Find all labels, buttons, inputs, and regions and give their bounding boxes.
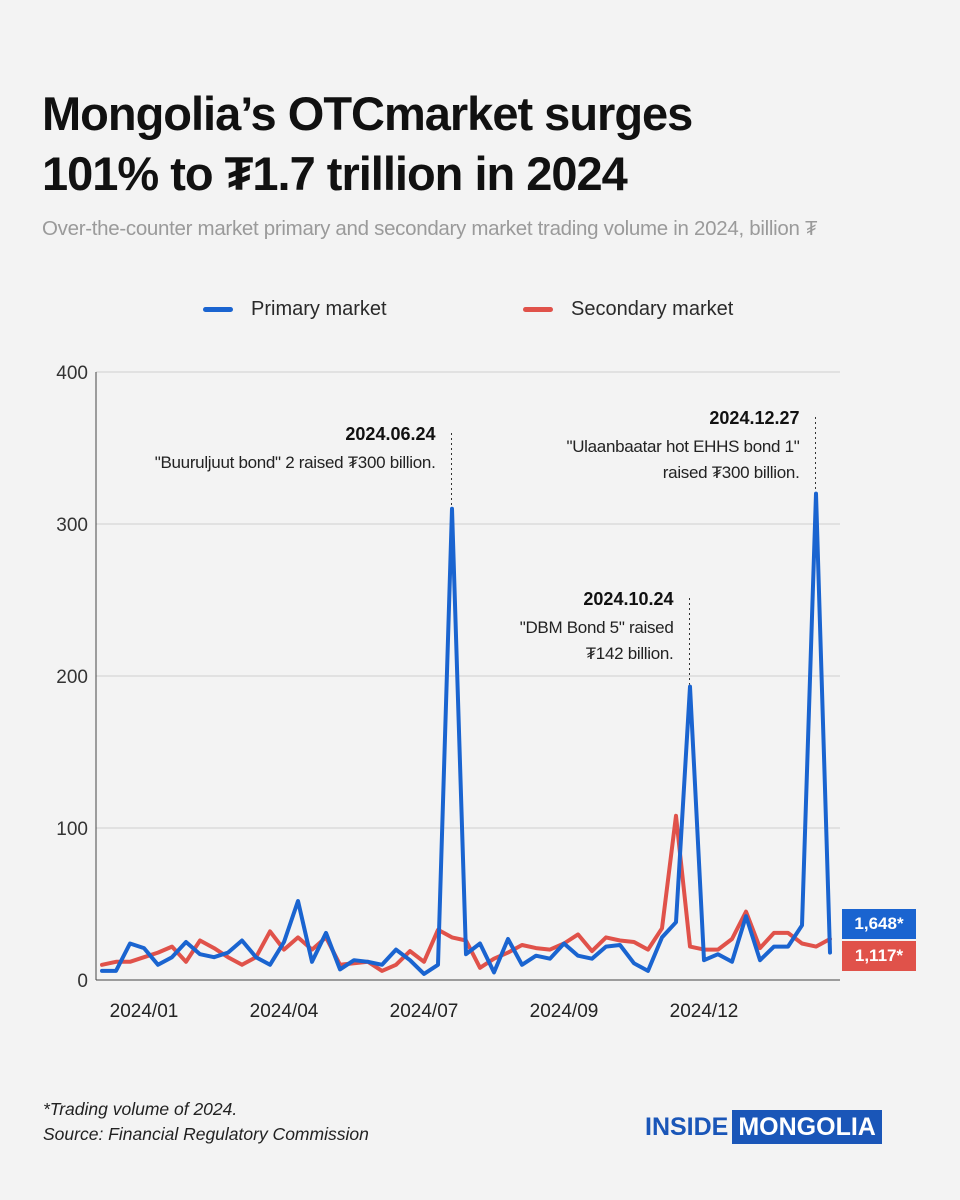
x-tick-label-2024-07: 2024/07 (390, 1001, 459, 1022)
x-tick-label-2024-12: 2024/12 (670, 1001, 739, 1022)
y-tick-label-300: 300 (56, 515, 88, 536)
annotation-text-3-1: "Ulaanbaatar hot EHHS bond 1" (566, 437, 799, 456)
brand-logo: INSIDE MONGOLIA (645, 1110, 882, 1144)
legend-swatch-secondary (523, 307, 553, 312)
legend-item-primary: Primary market (203, 298, 387, 321)
footnote-block: *Trading volume of 2024. Source: Financi… (43, 1097, 369, 1147)
x-tick-label-2024-04: 2024/04 (250, 1001, 319, 1022)
footnote: *Trading volume of 2024. (43, 1099, 238, 1119)
legend-label-secondary: Secondary market (571, 298, 734, 320)
x-tick-label-2024-09: 2024/09 (530, 1001, 599, 1022)
chart-title-line-2: 101% to ₮1.7 trillion in 2024 (42, 147, 628, 200)
x-tick-label-2024-01: 2024/01 (110, 1001, 179, 1022)
end-label-secondary: 1,117* (842, 941, 916, 971)
series-line-primary-market (100, 491, 832, 976)
annotation-text-2-2: ₮142 billion. (586, 644, 674, 663)
annotation-date-1: 2024.06.24 (345, 424, 435, 444)
legend-item-secondary: Secondary market (523, 298, 733, 321)
chart-title-line-1: Mongolia’s OTCmarket surges (42, 87, 693, 140)
y-tick-label-100: 100 (56, 819, 88, 840)
y-tick-label-0: 0 (77, 971, 88, 992)
chart-subtitle: Over-the-counter market primary and seco… (42, 217, 818, 240)
line-chart: 0 100 200 300 400 2024/01 2024/04 2024/07 2024/0… (56, 363, 840, 1022)
chart-title: Mongolia’s OTCmarket surges 101% to ₮1.7… (42, 84, 693, 204)
y-tick-label-400: 400 (56, 363, 88, 384)
legend-swatch-primary (203, 307, 233, 312)
annotation-date-2: 2024.10.24 (583, 589, 673, 609)
annotation-text-3-2: raised ₮300 billion. (663, 463, 800, 482)
y-tick-label-200: 200 (56, 667, 88, 688)
legend-label-primary: Primary market (251, 298, 387, 320)
end-label-primary: 1,648* (842, 909, 916, 939)
source-note: Source: Financial Regulatory Commission (43, 1124, 369, 1144)
annotation-date-3: 2024.12.27 (709, 408, 799, 428)
annotation-text-1-1: "Buuruljuut bond" 2 raised ₮300 billion. (155, 453, 436, 472)
annotation-text-2-1: "DBM Bond 5" raised (520, 618, 674, 637)
brand-logo-part-2: MONGOLIA (732, 1110, 882, 1144)
brand-logo-part-1: INSIDE (645, 1113, 729, 1141)
